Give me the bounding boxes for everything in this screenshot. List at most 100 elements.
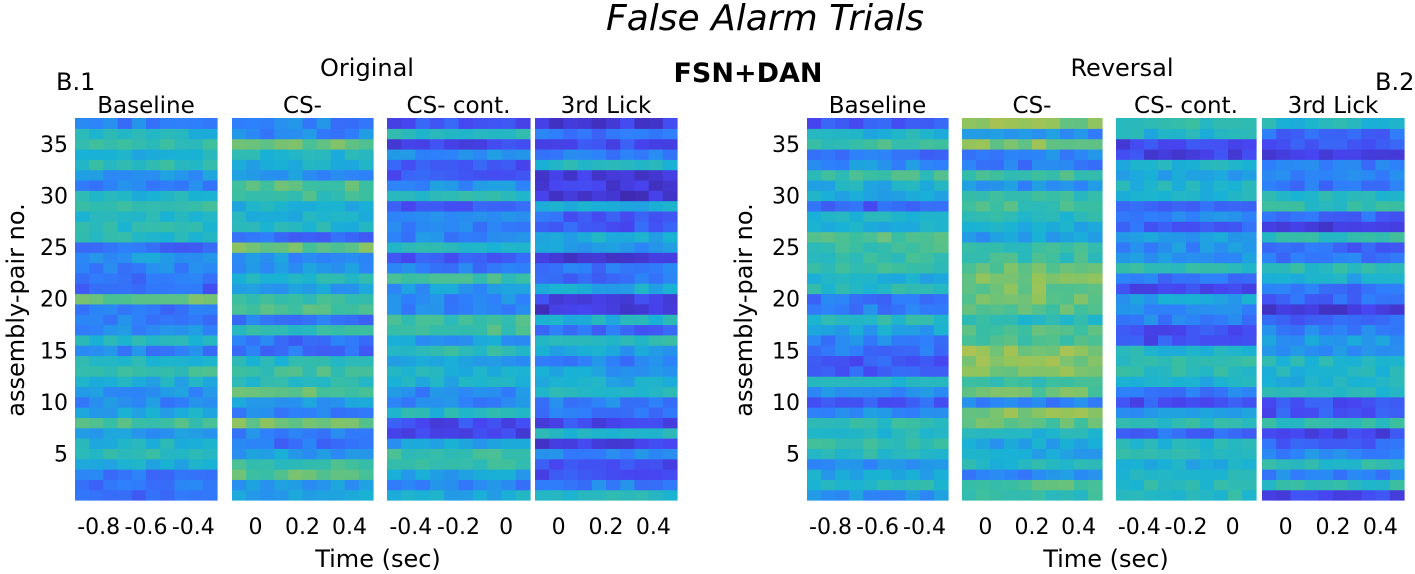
heatmap-cell [316, 458, 332, 470]
heatmap-cell [174, 283, 190, 295]
heatmap-cell [387, 365, 402, 377]
heatmap-cell [246, 159, 261, 171]
heatmap-cell [515, 293, 531, 305]
heatmap-cell [591, 458, 607, 470]
heatmap-cell [458, 148, 474, 160]
heatmap-cell [288, 448, 304, 460]
heatmap-cell [302, 365, 318, 377]
heatmap-cell [260, 241, 275, 253]
heatmap-cell [232, 469, 247, 480]
heatmap-cell [1242, 469, 1257, 480]
heatmap-cell [515, 190, 531, 202]
heatmap-cell [260, 324, 275, 336]
heatmap-cell [1242, 210, 1257, 222]
heatmap-cell [1032, 252, 1047, 264]
heatmap-cell [577, 210, 593, 222]
heatmap-cell [535, 438, 550, 449]
heatmap-cell [1158, 386, 1173, 398]
heatmap-cell [1333, 221, 1348, 233]
heatmap-cell [591, 159, 607, 171]
heatmap-cell [1318, 179, 1334, 191]
heatmap-cell [1144, 355, 1159, 367]
heatmap-cell [1333, 376, 1348, 388]
heatmap-cell [933, 231, 949, 243]
heatmap-cell [662, 479, 678, 491]
heatmap-cell [1347, 252, 1362, 264]
heatmap-cell [160, 407, 175, 418]
heatmap-cell [188, 479, 204, 491]
heatmap-cell [891, 252, 907, 264]
heatmap-cell [648, 303, 664, 315]
heatmap-cell [515, 262, 531, 274]
heatmap-cell [429, 355, 445, 367]
heatmap-cell [288, 159, 304, 171]
heatmap-cell [620, 334, 635, 346]
heatmap-cell [863, 303, 879, 315]
heatmap-cell [330, 458, 346, 470]
heatmap-cell [1032, 479, 1047, 491]
heatmap-cell [316, 479, 332, 491]
heatmap-cell [1276, 324, 1291, 336]
heatmap-cell [1074, 458, 1089, 470]
heatmap-cell [146, 148, 161, 160]
heatmap-cell [444, 396, 460, 408]
heatmap-cell [976, 479, 991, 491]
heatmap-cell [620, 469, 635, 480]
heatmap-cell [821, 169, 836, 181]
heatmap-cell [962, 427, 977, 439]
heatmap-cell [891, 200, 907, 212]
heatmap-cell [1276, 407, 1291, 418]
heatmap-cell [1276, 469, 1291, 480]
segment-label: CS- cont. [1134, 93, 1238, 119]
heatmap-cell [863, 469, 879, 480]
heatmap-cell [1290, 118, 1306, 129]
heatmap-cell [1158, 314, 1173, 326]
heatmap-cell [1144, 283, 1159, 295]
heatmap-cell [260, 365, 275, 377]
subtitle-reversal: Reversal [1070, 54, 1173, 82]
heatmap-cell [835, 148, 850, 160]
heatmap-cell [1318, 118, 1334, 129]
heatmap-cell [1018, 324, 1033, 336]
heatmap-cell [905, 118, 921, 129]
heatmap-cell [990, 458, 1005, 470]
heatmap-cell [1060, 252, 1075, 264]
heatmap-cell [577, 241, 593, 253]
heatmap-cell [1290, 262, 1306, 274]
heatmap-cell [1046, 118, 1061, 129]
heatmap-cell [1116, 324, 1131, 336]
heatmap-cell [535, 169, 550, 181]
heatmap-cell [648, 128, 664, 140]
heatmap-cell [962, 252, 977, 264]
heatmap-cell [1375, 283, 1391, 295]
heatmap-cell [1389, 293, 1405, 305]
heatmap-cell [863, 386, 879, 398]
heatmap-cell [344, 386, 360, 398]
heatmap-cell [131, 159, 147, 171]
heatmap-cell [472, 386, 488, 398]
heatmap-cell [919, 345, 935, 357]
heatmap-cell [1200, 355, 1215, 367]
heatmap-cell [458, 355, 474, 367]
heatmap-cell [1144, 386, 1159, 398]
heatmap-cell [1130, 386, 1145, 398]
heatmap-cell [1074, 252, 1089, 264]
segment-label: 3rd Lick [1288, 93, 1379, 119]
heatmap-cell [891, 417, 907, 429]
heatmap-cell [487, 407, 502, 418]
heatmap-cell [472, 179, 488, 191]
heatmap-cell [863, 376, 879, 388]
heatmap-cell [1242, 334, 1257, 346]
heatmap-cell [1361, 469, 1377, 480]
heatmap-cell [1290, 489, 1306, 501]
heatmap-cell [648, 489, 664, 501]
heatmap-cell [1172, 345, 1187, 357]
heatmap-cell [131, 314, 147, 326]
heatmap-cell [1347, 396, 1362, 408]
heatmap-cell [75, 252, 90, 264]
heatmap-cell [1333, 252, 1348, 264]
heatmap-cell [821, 118, 836, 129]
heatmap-cell [849, 324, 864, 336]
heatmap-cell [591, 169, 607, 181]
heatmap-cell [563, 169, 579, 181]
